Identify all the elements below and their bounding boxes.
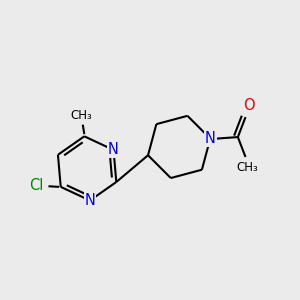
- Text: O: O: [243, 98, 254, 112]
- Text: CH₃: CH₃: [70, 109, 92, 122]
- Text: N: N: [205, 131, 216, 146]
- Text: CH₃: CH₃: [236, 161, 258, 174]
- Text: N: N: [85, 193, 95, 208]
- Text: N: N: [108, 142, 119, 158]
- Text: Cl: Cl: [29, 178, 44, 194]
